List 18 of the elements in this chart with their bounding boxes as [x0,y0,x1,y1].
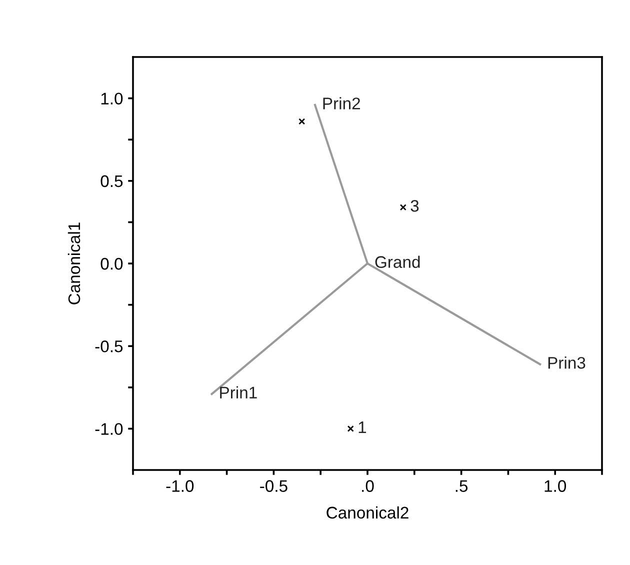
annotation: Prin2 [323,97,360,110]
y-tick-label: -1.0 [95,423,123,435]
x-tick-label: .5 [456,480,468,492]
y-tick-label: -0.5 [95,340,123,352]
x-axis-title: Canonical2 [326,506,408,519]
annotation: Prin3 [548,356,586,369]
annotation: 3 [410,200,419,212]
annotation: 1 [358,422,366,434]
y-tick-label: 0.0 [100,258,123,270]
y-tick-label: 1.0 [101,92,123,105]
annotation: Grand [375,256,420,268]
x-tick-label: 1.0 [544,480,566,492]
y-tick-label: 0.5 [100,175,123,188]
x-tick-label: -0.5 [260,480,288,492]
x-tick-label: .0 [362,480,374,492]
annotation: Prin1 [220,386,257,398]
y-axis-title: Canonical1 [68,222,80,304]
x-tick-label: -1.0 [166,480,194,492]
